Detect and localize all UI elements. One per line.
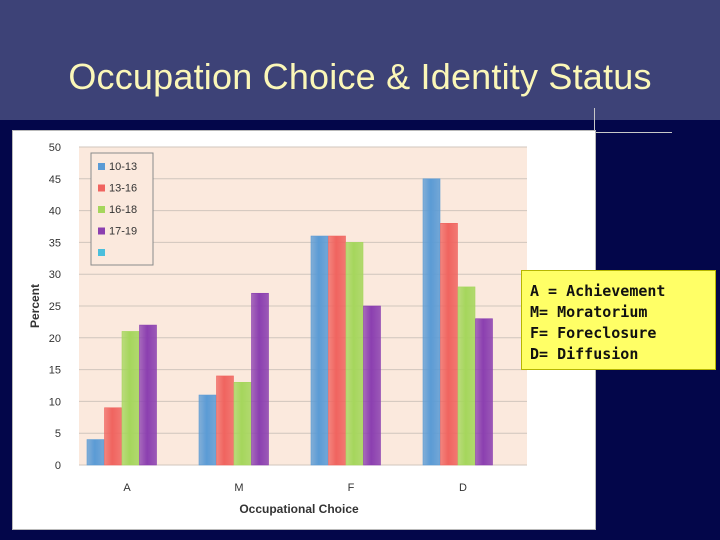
bar-13-16-D [440, 223, 458, 466]
legend-label: 10-13 [109, 161, 137, 173]
y-tick-label: 15 [49, 365, 61, 377]
bar-10-13-F [310, 235, 329, 466]
bar-10-13-M [198, 394, 217, 466]
bar-16-18-F [345, 242, 364, 466]
y-tick-label: 5 [55, 428, 61, 440]
x-axis-label: Occupational Choice [239, 502, 359, 516]
chart-legend: 10-13 13-16 16-18 17-19 [90, 152, 154, 266]
status-key-box: A = Achievement M= Moratorium F= Foreclo… [521, 270, 716, 370]
y-tick-label: 10 [49, 396, 61, 408]
key-line-achievement: A = Achievement [530, 282, 666, 300]
bar-17-19-A [139, 324, 157, 466]
bar-13-16-M [216, 375, 234, 466]
y-tick-label: 30 [49, 269, 61, 281]
bar-16-18-D [457, 286, 476, 466]
bar-13-16-F [328, 235, 346, 466]
key-line-diffusion: D= Diffusion [530, 345, 639, 363]
legend-swatch [98, 206, 105, 213]
bar-17-19-D [475, 318, 493, 466]
bar-13-16-A [104, 407, 122, 466]
y-tick-label: 0 [55, 460, 61, 472]
bars [86, 178, 493, 466]
y-tick-label: 25 [49, 301, 61, 313]
legend-swatch [98, 227, 105, 235]
y-tick-label: 35 [49, 237, 61, 249]
x-tick-label: D [459, 482, 467, 494]
y-tick-label: 40 [49, 206, 61, 218]
title-band [0, 0, 720, 120]
key-line-foreclosure: F= Foreclosure [530, 324, 657, 342]
bar-17-19-M [251, 292, 269, 466]
accent-line-horizontal [594, 132, 672, 133]
x-tick-label: M [234, 482, 243, 494]
bar-10-13-A [86, 439, 105, 466]
bar-chart: 0 5 10 15 20 25 30 35 40 45 50 A M F D Percent Occupa… [28, 142, 527, 516]
legend-swatch [98, 249, 105, 256]
chart-frame: 0 5 10 15 20 25 30 35 40 45 50 A M F D Percent Occupa… [12, 130, 596, 530]
legend-label: 17-19 [109, 226, 137, 238]
y-tick-label: 50 [49, 142, 61, 154]
bar-10-13-D [422, 178, 441, 466]
y-axis-ticks: 0 5 10 15 20 25 30 35 40 45 50 [49, 142, 61, 472]
bar-16-18-M [233, 382, 252, 466]
y-axis-label: Percent [28, 284, 42, 328]
y-tick-label: 45 [49, 174, 61, 186]
slide-title: Occupation Choice & Identity Status [68, 56, 652, 97]
key-line-moratorium: M= Moratorium [530, 303, 648, 321]
legend-label: 16-18 [109, 204, 137, 216]
bar-16-18-A [121, 331, 140, 466]
y-tick-label: 20 [49, 333, 61, 345]
legend-swatch [98, 163, 105, 170]
x-tick-label: F [348, 482, 355, 494]
bar-17-19-F [363, 305, 381, 466]
legend-swatch [98, 184, 105, 192]
x-tick-label: A [123, 482, 131, 494]
legend-label: 13-16 [109, 183, 137, 195]
